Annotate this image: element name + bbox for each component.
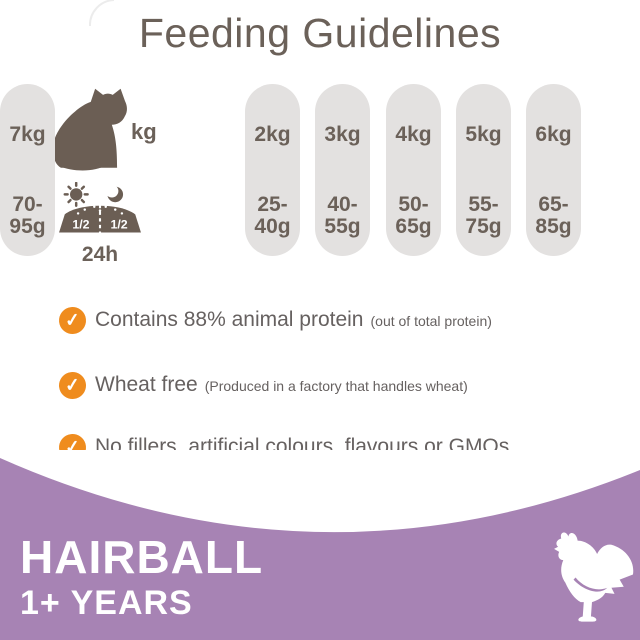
- cat-weight-value: 5kg: [465, 123, 502, 146]
- feeding-column-6kg: 6kg 65- 85g: [526, 84, 581, 256]
- cat-weight-value: 4kg: [395, 123, 432, 146]
- cat-icon: [52, 88, 127, 171]
- day-night-bowl-icon: 1/2 1/2: [59, 182, 141, 233]
- benefit-text: Contains 88% animal protein: [95, 308, 364, 331]
- cat-weight-value: 2kg: [254, 123, 291, 146]
- benefit-item-wheat-free: ✓ Wheat free (Produced in a factory that…: [57, 370, 468, 400]
- feeding-column-4kg: 4kg 50- 65g: [386, 84, 441, 256]
- page-title: Feeding Guidelines: [138, 10, 502, 56]
- half-portion-night-label: 1/2: [110, 218, 127, 232]
- half-portion-day-label: 1/2: [72, 218, 89, 232]
- sun-icon: [70, 188, 83, 201]
- footer-band: HAIRBALL 1+ YEARS: [0, 450, 640, 640]
- cat-weight-value: 7kg: [9, 123, 46, 146]
- cat-weight-value: 6kg: [535, 123, 572, 146]
- feeding-column-2kg: 2kg 25- 40g: [245, 84, 300, 256]
- feed-amount-value: 25- 40g: [254, 193, 291, 238]
- check-icon: ✓: [57, 305, 88, 335]
- feeding-column-7kg: 7kg 70- 95g: [0, 84, 55, 256]
- chicken-icon: [554, 532, 634, 622]
- feed-amount-value: 70- 95g: [9, 193, 46, 238]
- age-range-label: 1+ YEARS: [20, 584, 193, 622]
- feeding-column-5kg: 5kg 55- 75g: [456, 84, 511, 256]
- benefit-text: Wheat free: [95, 373, 198, 396]
- feeding-column-3kg: 3kg 40- 55g: [315, 84, 370, 256]
- cat-weight-value: 3kg: [324, 123, 361, 146]
- feed-amount-value: 65- 85g: [535, 193, 572, 238]
- curved-panel-edge: [0, 450, 640, 533]
- weight-unit-label: kg: [131, 119, 157, 144]
- chicken-wing-detail: [573, 577, 608, 592]
- benefit-note: (Produced in a factory that handles whea…: [204, 378, 468, 394]
- product-line-title: HAIRBALL: [20, 531, 264, 583]
- feed-amount-value: 40- 55g: [324, 193, 361, 238]
- feed-amount-value: 50- 65g: [395, 193, 432, 238]
- feed-amount-value: 55- 75g: [465, 193, 502, 238]
- check-icon: ✓: [57, 370, 88, 400]
- card-corner-decoration: [88, 0, 115, 27]
- portion-period-label: 24h: [81, 243, 119, 266]
- benefit-note: (out of total protein): [370, 313, 492, 329]
- benefit-item-protein: ✓ Contains 88% animal protein (out of to…: [57, 305, 492, 335]
